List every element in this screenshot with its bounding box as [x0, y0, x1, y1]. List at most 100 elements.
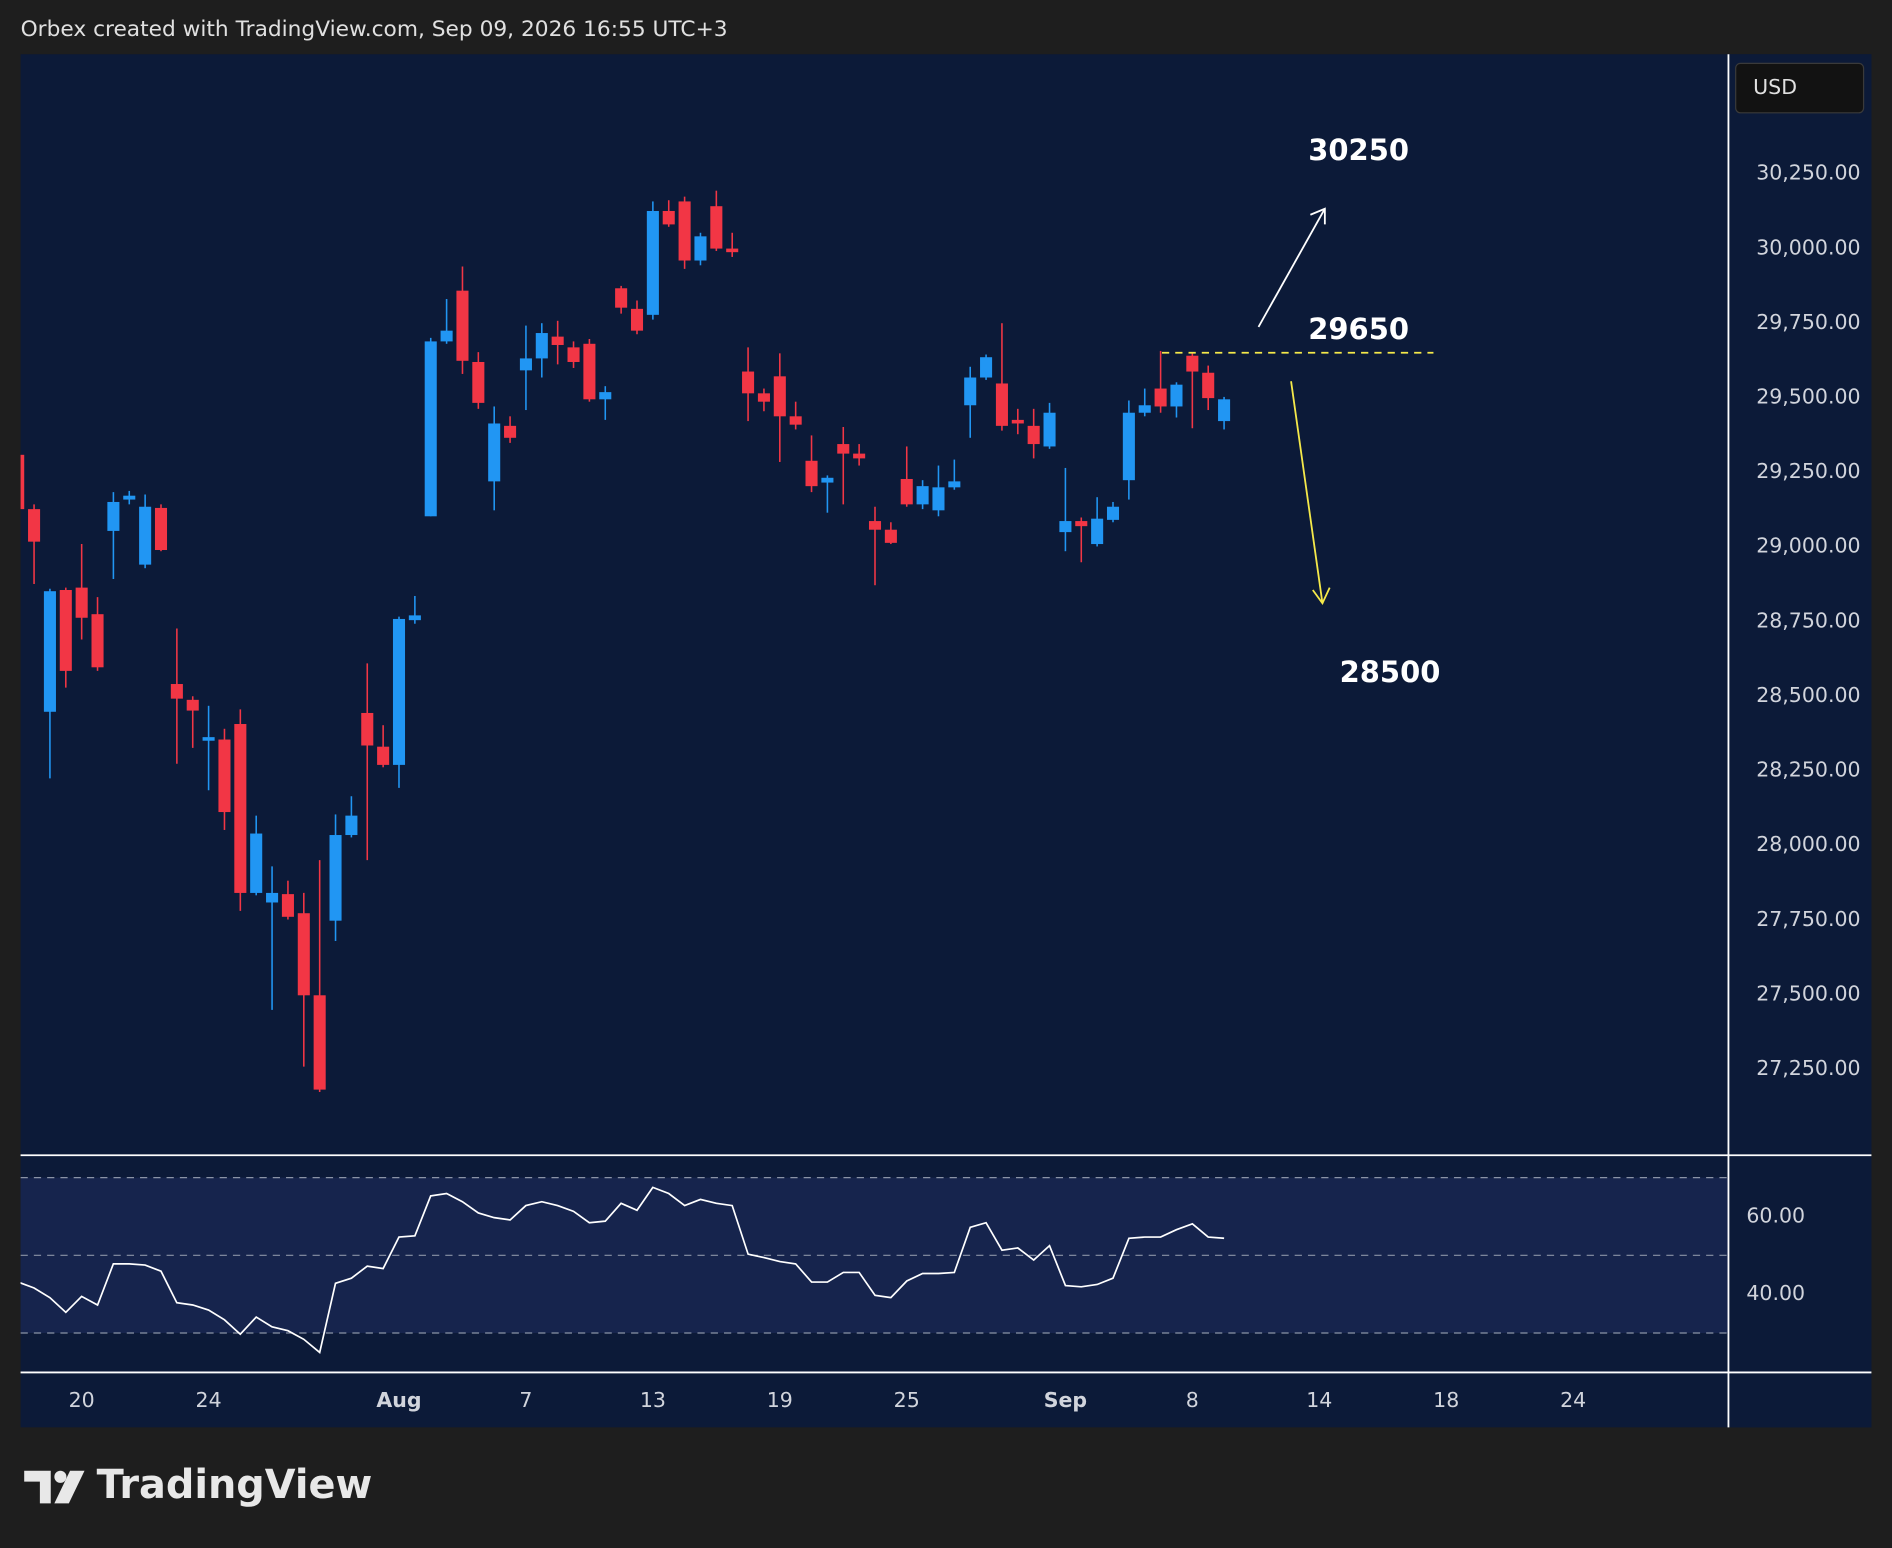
candle-body — [599, 392, 612, 400]
axes: 27,250.00 27,500.00 27,750.00 28,000.00 28,2… — [69, 161, 1861, 1412]
candle-body — [170, 684, 183, 699]
annotation-label: 29650 — [1308, 312, 1409, 346]
candle-body — [424, 341, 437, 517]
price-pane — [20, 190, 1231, 1092]
candle-body — [932, 487, 945, 511]
x-tick-label: 25 — [894, 1388, 920, 1412]
candle-body — [392, 618, 406, 765]
candle-body — [837, 444, 850, 454]
brand-name: TradingView — [97, 1462, 373, 1508]
candle-body — [773, 376, 786, 417]
x-tick-label: 8 — [1186, 1388, 1199, 1412]
candle-body — [1027, 425, 1040, 445]
rsi-tick-label: 40.00 — [1746, 1281, 1805, 1305]
candle-body — [551, 336, 564, 345]
y-tick-label: 28,000.00 — [1756, 832, 1860, 856]
candle-body — [329, 835, 342, 921]
y-tick-label: 30,250.00 — [1756, 161, 1860, 185]
candle-body — [154, 507, 168, 551]
candle-body — [583, 343, 596, 400]
x-tick-label: Aug — [376, 1388, 421, 1412]
currency-label: USD — [1753, 75, 1797, 99]
annotation-label: 28500 — [1340, 655, 1441, 689]
candle-body — [789, 416, 802, 425]
candle-body — [1186, 355, 1199, 372]
candle-body — [615, 288, 628, 308]
x-tick-label: 18 — [1433, 1388, 1459, 1412]
candle-body — [662, 210, 675, 225]
candle-body — [630, 308, 644, 331]
candle-body — [1091, 518, 1104, 545]
candle-body — [59, 590, 72, 671]
x-tick-label: Sep — [1044, 1388, 1087, 1412]
candle-body — [1170, 384, 1183, 407]
rsi-lines — [20, 1177, 1728, 1354]
candle-body — [266, 892, 279, 903]
candle-body — [900, 478, 913, 505]
candle-body — [1011, 419, 1024, 424]
candle-body — [91, 614, 104, 668]
candle-body — [567, 347, 580, 362]
candle-body — [20, 454, 25, 510]
y-tick-label: 28,750.00 — [1756, 608, 1860, 632]
candle-body — [694, 236, 707, 261]
x-tick-label: 7 — [519, 1388, 532, 1412]
candle-body — [757, 393, 770, 402]
x-tick-label: 13 — [640, 1388, 666, 1412]
candle-body — [868, 521, 882, 530]
candle-body — [313, 995, 326, 1090]
logo-part — [54, 1470, 85, 1504]
logo-part — [54, 1470, 67, 1483]
candle-body — [297, 913, 310, 996]
price-axis-area — [1727, 54, 1872, 1428]
annotation-label: 30250 — [1308, 133, 1409, 167]
candle-body — [1106, 506, 1120, 520]
logo-part — [24, 1470, 51, 1504]
candle-body — [408, 615, 421, 621]
candle-body — [281, 894, 294, 917]
x-tick-label: 14 — [1306, 1388, 1332, 1412]
candle-body — [75, 587, 88, 618]
candle-body — [504, 425, 517, 438]
rsi-tick-label: 60.00 — [1746, 1203, 1805, 1227]
candle-body — [646, 210, 659, 315]
candle-body — [345, 815, 358, 836]
y-tick-label: 27,250.00 — [1756, 1056, 1860, 1080]
candle-body — [995, 383, 1008, 426]
x-tick-label: 24 — [1560, 1388, 1586, 1412]
candle-body — [1059, 521, 1072, 533]
candle-body — [821, 477, 834, 483]
candle-body — [1154, 388, 1167, 407]
y-tick-label: 28,500.00 — [1756, 683, 1860, 707]
x-tick-label: 24 — [196, 1388, 222, 1412]
candle-body — [519, 358, 532, 371]
candle-body — [234, 724, 247, 893]
candle-body — [884, 529, 897, 543]
candle-body — [916, 486, 929, 505]
y-tick-label: 28,250.00 — [1756, 758, 1860, 782]
candle-body — [250, 833, 263, 893]
candle-body — [456, 290, 469, 361]
candle-body — [440, 330, 453, 342]
y-tick-label: 29,750.00 — [1756, 310, 1860, 334]
brand-logo — [24, 1470, 85, 1504]
candle-body — [377, 746, 390, 765]
y-tick-label: 27,500.00 — [1756, 981, 1860, 1005]
candle-body — [948, 481, 961, 488]
candle-body — [488, 423, 501, 482]
candle-body — [1218, 399, 1231, 422]
candle-body — [678, 201, 691, 261]
candle-body — [139, 506, 152, 565]
y-tick-label: 29,250.00 — [1756, 459, 1860, 483]
candle-body — [980, 357, 993, 378]
currency-button[interactable] — [1735, 62, 1865, 114]
candle-body — [1138, 405, 1151, 413]
candle-body — [202, 737, 215, 741]
candle-body — [28, 509, 41, 542]
arrow-down-head — [1312, 587, 1331, 606]
candle-body — [853, 453, 866, 459]
candle-body — [726, 248, 739, 253]
x-tick-label: 20 — [69, 1388, 95, 1412]
